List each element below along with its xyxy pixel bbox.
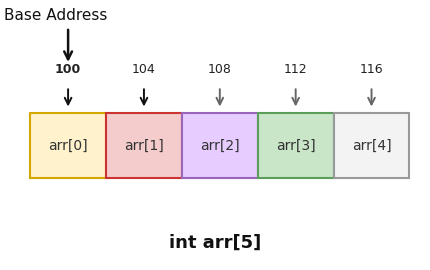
Bar bbox=[30, 113, 106, 178]
Text: 104: 104 bbox=[132, 63, 156, 76]
Text: 100: 100 bbox=[55, 63, 81, 76]
Bar bbox=[257, 113, 333, 178]
Text: int arr[5]: int arr[5] bbox=[169, 234, 261, 252]
Bar bbox=[333, 113, 408, 178]
Text: arr[2]: arr[2] bbox=[200, 139, 239, 153]
Bar bbox=[181, 113, 257, 178]
Text: Base Address: Base Address bbox=[4, 8, 108, 23]
Text: arr[1]: arr[1] bbox=[124, 139, 163, 153]
Text: 116: 116 bbox=[359, 63, 382, 76]
Bar bbox=[106, 113, 181, 178]
Text: arr[4]: arr[4] bbox=[351, 139, 390, 153]
Text: arr[0]: arr[0] bbox=[48, 139, 88, 153]
Text: 112: 112 bbox=[283, 63, 307, 76]
Text: 108: 108 bbox=[207, 63, 231, 76]
Text: arr[3]: arr[3] bbox=[275, 139, 315, 153]
